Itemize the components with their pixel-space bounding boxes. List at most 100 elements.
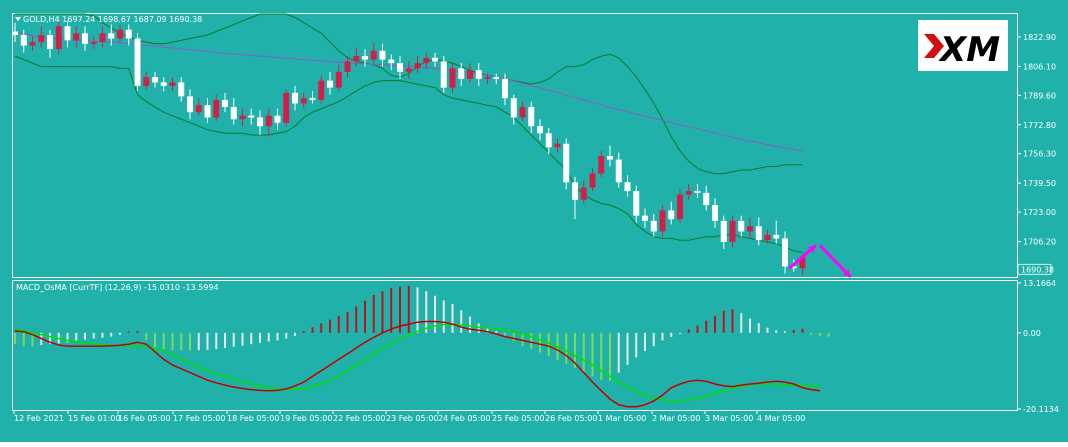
candle-bearish [633,191,640,216]
price-tick-label: 1756.30 [1023,150,1056,159]
time-tick-label: 1 Mar 05:00 [598,414,646,423]
candle-bullish [99,33,106,43]
candle-bearish [668,210,675,220]
candle-bullish [38,35,45,43]
candle-bullish [598,156,605,174]
logo-text: XM [938,30,1000,70]
candle-bearish [204,105,211,118]
indicator-tick-label: -20.1134 [1023,405,1059,414]
indicator-tick-label: 0.00 [1023,329,1041,338]
candle-bearish [108,33,115,39]
candle-bullish [239,115,246,120]
indicator-axis: 13.1664 0.00 -20.1134 [1017,279,1059,414]
candle-bearish [615,159,622,183]
candle-bearish [563,143,570,183]
candle-bullish [117,29,123,39]
symbol-info: GOLD,H4 1697.24 1698.67 1687.09 1690.38 [23,15,202,24]
candle-bearish [134,38,141,86]
candle-bearish [160,82,167,86]
dropdown-triangle-icon[interactable] [15,17,21,21]
candle-bullish [90,42,97,44]
candle-bearish [362,56,368,60]
arrow-shaft [818,244,852,279]
candle-bullish [73,33,80,41]
price-tick-label: 1772.80 [1023,121,1056,130]
candle-bullish [195,105,202,113]
xm-logo: XM [918,20,1008,71]
candle-bullish [799,257,806,269]
time-tick-label: 24 Feb 05:00 [438,414,490,423]
candle-bearish [782,238,788,267]
candle-bearish [379,50,386,60]
candles [12,21,806,276]
candle-bullish [29,42,36,46]
current-price-label: 1690.38 [1021,265,1054,274]
candle-bullish [370,50,377,60]
candle-bearish [187,96,193,113]
current-price-box [1017,263,1052,275]
candle-bearish [475,70,482,79]
indicator-info: MACD_OsMA [CurrTF] (12,26,9) -15.0310 -1… [16,283,219,292]
candle-bearish [309,98,316,100]
candle-bullish [580,187,587,200]
candle-bearish [292,92,298,104]
candle-bullish [747,226,753,232]
candle-bearish [790,266,797,269]
time-tick-label: 12 Feb 2021 [14,414,64,423]
price-tick-label: 1789.60 [1023,91,1056,100]
price-tick-label: 1822.90 [1023,33,1056,42]
candle-bearish [47,35,53,50]
candle-bearish [607,156,613,160]
candle-bearish [720,220,727,242]
candle-bullish [344,61,351,72]
candle-bearish [388,59,395,64]
candle-bearish [493,77,500,79]
time-tick-label: 16 Feb 05:00 [118,414,170,423]
candle-bearish [432,57,438,62]
candle-bearish [152,77,158,83]
candle-bullish [335,71,342,88]
price-tick-label: 1706.20 [1023,238,1056,247]
candle-bearish [397,63,403,72]
price-tick-label: 1806.10 [1023,62,1056,71]
candle-bullish [318,80,325,100]
time-tick-label: 18 Feb 05:00 [227,414,279,423]
logo-box [918,20,1008,71]
arrow-up-icon [807,245,816,253]
candle-bearish [502,78,508,99]
candle-bearish [755,226,762,241]
candle-bullish [589,173,596,188]
candle-bearish [222,99,228,107]
candle-bearish [458,68,465,79]
candle-bearish [327,80,333,88]
candle-bearish [12,31,18,36]
candle-bullish [405,68,412,72]
time-tick-label: 2 Mar 05:00 [652,414,700,423]
macd-lines [14,320,821,408]
candle-bullish [729,220,736,242]
time-tick-label: 22 Feb 05:00 [333,414,385,423]
candle-bearish [64,26,71,41]
time-tick-label: 15 Feb 01:00 [68,414,120,423]
time-tick-label: 3 Mar 05:00 [705,414,753,423]
symbol-header[interactable]: GOLD,H4 1697.24 1698.67 1687.09 1690.38 [15,15,202,24]
candle-bearish [178,82,185,97]
candle-bullish [414,63,421,69]
price-tick-label: 1723.00 [1023,208,1056,217]
candle-bearish [738,220,745,232]
candle-bullish [484,77,491,79]
candle-bearish [274,115,281,123]
candle-bullish [213,99,220,118]
indicator-panel-frame [12,280,1018,411]
candle-bearish [20,35,27,46]
candle-bearish [624,182,631,192]
candle-bullish [554,143,561,148]
candle-bullish [449,68,456,88]
candle-bullish [764,234,771,241]
candle-bearish [257,117,263,127]
projection-arrows [788,244,852,279]
